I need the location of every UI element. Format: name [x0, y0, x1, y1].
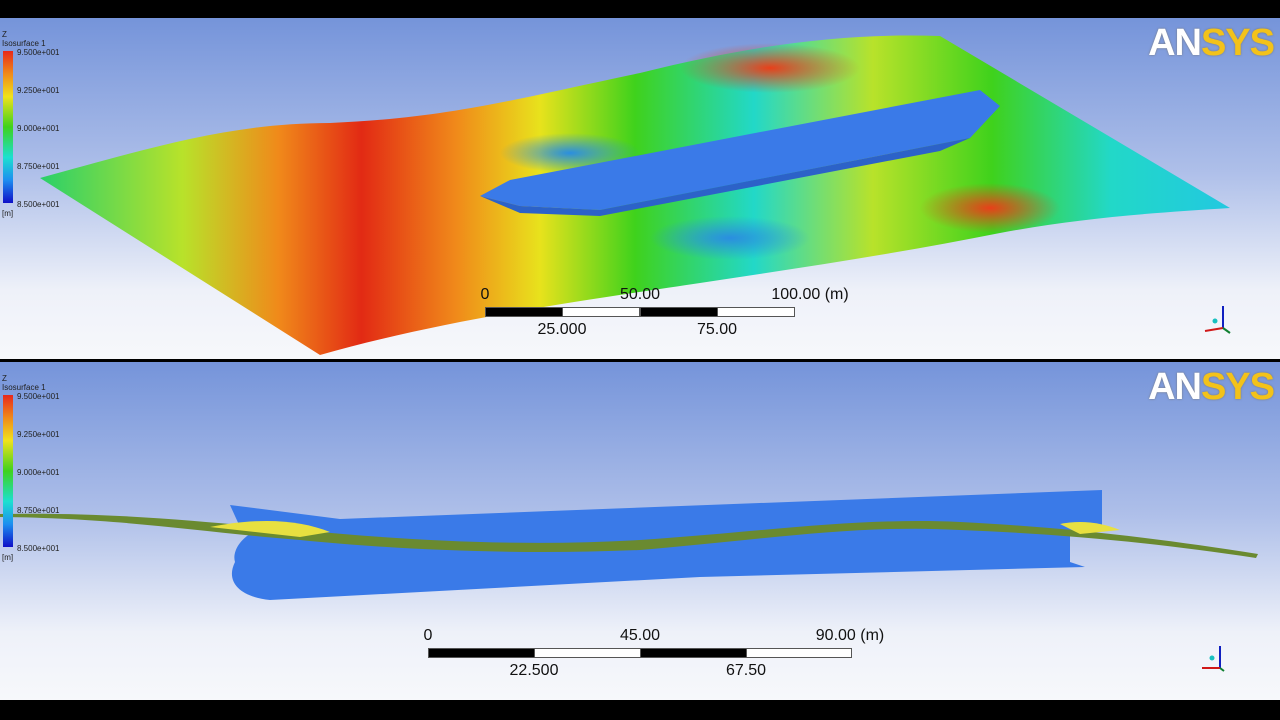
- color-legend: Z Isosurface 1 9.500e+001 9.250e+001 9.0…: [2, 30, 60, 218]
- scale-label: 90.00 (m): [815, 627, 885, 644]
- scale-label: 25.000: [537, 321, 587, 338]
- legend-color-bar: [3, 395, 13, 547]
- scale-label: 45.00: [619, 627, 661, 644]
- legend-tick: 9.000e+001: [17, 124, 60, 133]
- viewport-top[interactable]: Z Isosurface 1 9.500e+001 9.250e+001 9.0…: [0, 18, 1280, 359]
- scale-label: 0: [480, 286, 490, 303]
- ansys-logo: ANSYS: [1148, 22, 1275, 64]
- legend-tick: 9.250e+001: [17, 430, 60, 439]
- scale-label: 0: [423, 627, 433, 644]
- legend-tick: 8.500e+001: [17, 544, 60, 553]
- viewport-side[interactable]: Z Isosurface 1 9.500e+001 9.250e+001 9.0…: [0, 362, 1280, 700]
- legend-tick: 9.500e+001: [17, 48, 60, 57]
- color-legend: Z Isosurface 1 9.500e+001 9.250e+001 9.0…: [2, 374, 60, 562]
- legend-axis: Z: [2, 374, 7, 383]
- legend-title: Isosurface 1: [2, 39, 46, 48]
- legend-axis: Z: [2, 30, 7, 39]
- axis-triad-icon[interactable]: [1192, 638, 1232, 678]
- legend-tick: 9.500e+001: [17, 392, 60, 401]
- legend-color-bar: [3, 51, 13, 203]
- scale-label: 50.00: [619, 286, 661, 303]
- legend-unit: [m]: [2, 553, 14, 562]
- scale-label: 75.00: [696, 321, 738, 338]
- scale-label: 67.50: [725, 662, 767, 679]
- ship-hull-top: [480, 90, 1000, 210]
- legend-unit: [m]: [2, 209, 14, 218]
- legend-tick: 9.000e+001: [17, 468, 60, 477]
- legend-tick: 8.500e+001: [17, 200, 60, 209]
- legend-tick: 8.750e+001: [17, 162, 60, 171]
- legend-tick: 9.250e+001: [17, 86, 60, 95]
- wave-surface-top: [40, 35, 1230, 355]
- scale-label: 22.500: [509, 662, 559, 679]
- ansys-logo: ANSYS: [1148, 366, 1275, 408]
- axis-triad-icon[interactable]: [1195, 298, 1235, 338]
- legend-title: Isosurface 1: [2, 383, 46, 392]
- scale-label: 100.00 (m): [771, 286, 849, 303]
- side-view-scene: [0, 490, 1258, 600]
- legend-tick: 8.750e+001: [17, 506, 60, 515]
